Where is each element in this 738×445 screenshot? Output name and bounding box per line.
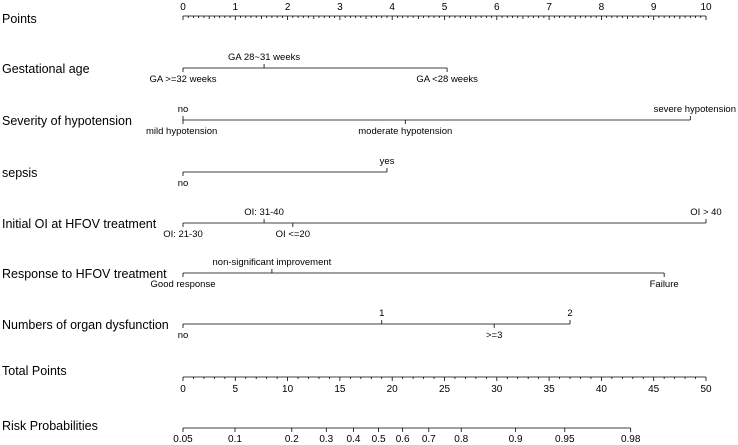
level-label: Failure	[650, 279, 679, 290]
level-label: GA <28 weeks	[416, 74, 478, 85]
points-tick-label: 9	[651, 2, 657, 13]
level-label: 1	[379, 308, 384, 319]
risk-tick-label: 0.6	[396, 434, 410, 445]
level-label: yes	[380, 156, 395, 167]
variable-label: Response to HFOV treatment	[2, 267, 167, 281]
variable-label: Initial OI at HFOV treatment	[2, 217, 157, 231]
level-label: no	[178, 178, 189, 189]
level-label: moderate hypotension	[358, 126, 452, 137]
total-tick-label: 45	[648, 384, 660, 395]
level-label: >=3	[486, 330, 502, 341]
risk-tick-label: 0.4	[347, 434, 361, 445]
risk-tick-label: 0.2	[285, 434, 299, 445]
total-tick-label: 10	[282, 384, 294, 395]
points-tick-label: 7	[546, 2, 552, 13]
risk-tick-label: 0.9	[509, 434, 523, 445]
level-label: GA >=32 weeks	[149, 74, 216, 85]
total-tick-label: 15	[334, 384, 346, 395]
level-label: OI: 31-40	[244, 207, 284, 218]
points-tick-label: 3	[337, 2, 343, 13]
variable-label: Numbers of organ dysfunction	[2, 318, 169, 332]
total-tick-label: 35	[544, 384, 556, 395]
risk-tick-label: 0.95	[555, 434, 575, 445]
points-tick-label: 5	[442, 2, 448, 13]
points-tick-label: 10	[700, 2, 712, 13]
risk-tick-label: 0.05	[173, 434, 193, 445]
total-tick-label: 5	[233, 384, 239, 395]
total-points-label: Total Points	[2, 364, 67, 378]
level-label: OI: 21-30	[163, 229, 203, 240]
variable-label: sepsis	[2, 166, 37, 180]
level-label: OI <=20	[276, 229, 310, 240]
variable-label: Severity of hypotension	[2, 114, 132, 128]
risk-tick-label: 0.8	[454, 434, 468, 445]
risk-tick-label: 0.1	[228, 434, 242, 445]
points-tick-label: 8	[599, 2, 605, 13]
level-label: OI > 40	[690, 207, 721, 218]
points-tick-label: 1	[233, 2, 239, 13]
points-tick-label: 6	[494, 2, 500, 13]
points-axis-label: Points	[2, 12, 37, 26]
total-tick-label: 40	[596, 384, 608, 395]
risk-tick-label: 0.7	[422, 434, 436, 445]
total-tick-label: 50	[700, 384, 712, 395]
risk-tick-label: 0.5	[372, 434, 386, 445]
level-label: no	[178, 330, 189, 341]
level-label: non-significant improvement	[213, 257, 332, 268]
points-tick-label: 0	[180, 2, 186, 13]
total-tick-label: 30	[491, 384, 503, 395]
level-label: no	[178, 104, 189, 115]
points-tick-label: 2	[285, 2, 291, 13]
total-tick-label: 25	[439, 384, 451, 395]
risk-axis-label: Risk Probabilities	[2, 419, 98, 433]
level-label: mild hypotension	[146, 126, 217, 137]
total-tick-label: 0	[180, 384, 186, 395]
level-label: GA 28~31 weeks	[228, 52, 300, 63]
variable-label: Gestational age	[2, 62, 90, 76]
points-tick-label: 4	[389, 2, 395, 13]
risk-tick-label: 0.98	[621, 434, 641, 445]
level-label: 2	[567, 308, 572, 319]
level-label: Good response	[151, 279, 216, 290]
total-tick-label: 20	[387, 384, 399, 395]
level-label: severe hypotension	[654, 104, 736, 115]
risk-tick-label: 0.3	[319, 434, 333, 445]
